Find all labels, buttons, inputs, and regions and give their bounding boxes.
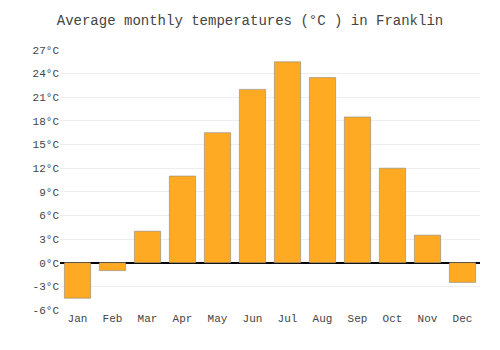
svg-text:Mar: Mar [138,313,158,325]
svg-text:24°C: 24°C [33,68,60,80]
svg-text:18°C: 18°C [33,116,60,128]
svg-text:Apr: Apr [173,313,193,325]
svg-text:12°C: 12°C [33,163,60,175]
svg-text:Feb: Feb [103,313,123,325]
svg-text:9°C: 9°C [39,187,59,199]
svg-text:Nov: Nov [418,313,438,325]
svg-text:27°C: 27°C [33,45,60,57]
svg-text:May: May [208,313,228,325]
svg-text:Jul: Jul [278,313,298,325]
svg-text:-3°C: -3°C [33,281,60,293]
svg-text:Oct: Oct [383,313,403,325]
svg-text:0°C: 0°C [39,258,59,270]
svg-text:3°C: 3°C [39,234,59,246]
svg-text:Sep: Sep [348,313,368,325]
svg-text:Average monthly temperatures (: Average monthly temperatures (°C ) in Fr… [57,13,443,29]
svg-text:Dec: Dec [453,313,473,325]
svg-text:15°C: 15°C [33,139,60,151]
svg-text:6°C: 6°C [39,210,59,222]
svg-text:21°C: 21°C [33,92,60,104]
svg-text:Jan: Jan [68,313,88,325]
svg-text:Jun: Jun [243,313,263,325]
svg-text:Aug: Aug [313,313,333,325]
svg-text:-6°C: -6°C [33,305,60,317]
